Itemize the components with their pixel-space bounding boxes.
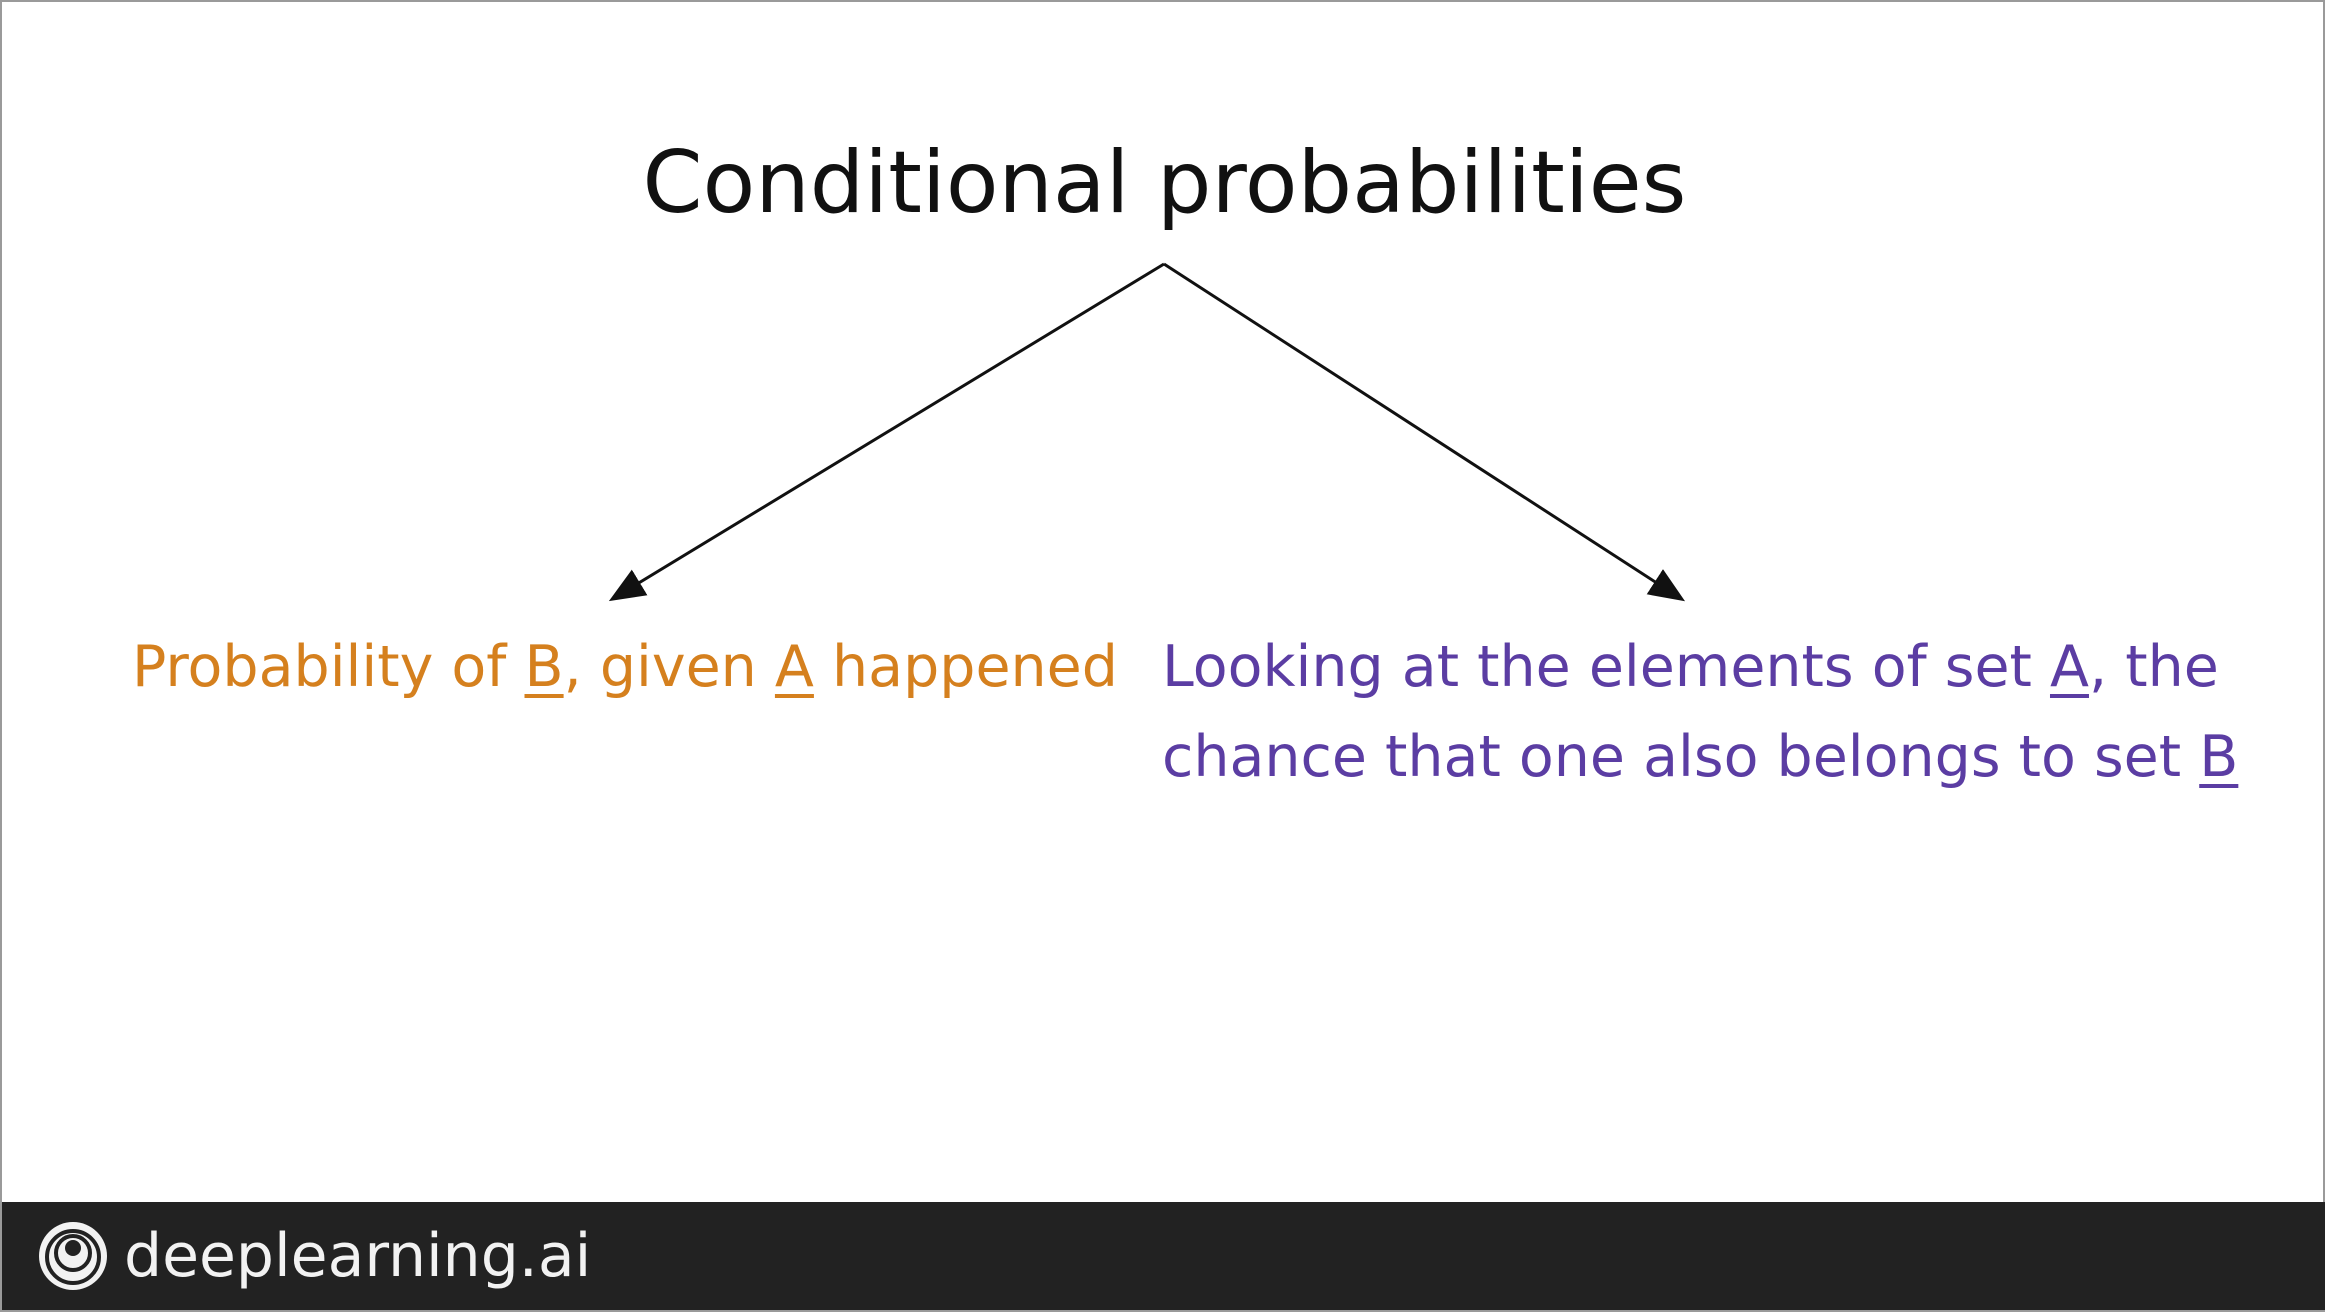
right-branch-line-2: chance that one also belongs to set B [1162, 712, 2238, 802]
left-branch-part: happened [813, 634, 1118, 700]
set-b-label: B [2199, 724, 2239, 790]
slide-title: Conditional probabilities [642, 133, 1687, 233]
arrow-to-left-branch [608, 262, 1165, 602]
right-branch-text: Looking at the elements of set A, the ch… [1162, 622, 2238, 802]
set-a-label: A [2049, 634, 2089, 700]
set-a-label: A [774, 634, 814, 700]
brand-name: deeplearning.ai [124, 1221, 592, 1291]
footer-bar: deeplearning.ai [2, 1202, 2325, 1310]
left-branch-text: Probability of B, given A happened [132, 622, 1118, 712]
right-branch-line-1: Looking at the elements of set A, the [1162, 622, 2219, 712]
right-branch-part: chance that one also belongs to set [1162, 724, 2200, 790]
left-branch-part: , given [563, 634, 775, 700]
set-b-label: B [524, 634, 564, 700]
arrow-to-right-branch [1163, 262, 1686, 602]
left-branch-part: Probability of [132, 634, 525, 700]
right-branch-part: Looking at the elements of set [1162, 634, 2050, 700]
deeplearning-logo-icon [39, 1222, 107, 1290]
right-branch-part: , the [2088, 634, 2219, 700]
